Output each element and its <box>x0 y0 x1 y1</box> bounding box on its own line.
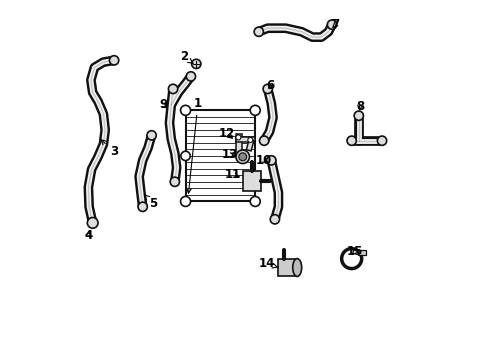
Circle shape <box>263 84 272 94</box>
Circle shape <box>259 136 268 145</box>
Circle shape <box>170 177 179 186</box>
Text: 11: 11 <box>224 168 241 181</box>
Circle shape <box>186 72 195 81</box>
Circle shape <box>250 197 260 206</box>
Circle shape <box>138 202 147 211</box>
Bar <box>242 171 260 191</box>
Circle shape <box>238 153 246 161</box>
Circle shape <box>88 218 97 228</box>
Text: 15: 15 <box>346 245 363 258</box>
Circle shape <box>191 59 201 68</box>
Circle shape <box>109 56 119 65</box>
Circle shape <box>270 215 279 224</box>
Circle shape <box>353 111 363 120</box>
Bar <box>357 250 365 255</box>
Bar <box>235 138 255 142</box>
Text: 12: 12 <box>218 127 234 140</box>
Text: 5: 5 <box>144 195 157 210</box>
Bar <box>278 258 297 276</box>
Circle shape <box>235 150 249 163</box>
Circle shape <box>235 135 241 140</box>
Circle shape <box>180 105 190 115</box>
Circle shape <box>87 217 98 228</box>
Text: 13: 13 <box>221 148 237 162</box>
Text: 14: 14 <box>258 257 278 270</box>
Ellipse shape <box>292 258 301 276</box>
Circle shape <box>254 27 263 36</box>
Circle shape <box>346 136 356 145</box>
Text: 3: 3 <box>101 140 118 158</box>
Circle shape <box>247 138 252 143</box>
Circle shape <box>180 197 190 206</box>
Text: 1: 1 <box>186 97 202 193</box>
Text: 2: 2 <box>180 50 193 63</box>
Circle shape <box>326 20 336 29</box>
Text: 7: 7 <box>331 18 339 31</box>
Circle shape <box>147 131 156 140</box>
Text: 9: 9 <box>159 99 167 112</box>
Circle shape <box>377 136 386 145</box>
Circle shape <box>250 105 260 115</box>
Circle shape <box>181 151 190 161</box>
Text: 10: 10 <box>256 154 272 167</box>
Circle shape <box>168 84 177 94</box>
Text: 8: 8 <box>355 100 363 113</box>
Bar <box>246 139 253 151</box>
Text: 4: 4 <box>84 229 92 242</box>
Bar <box>235 134 241 155</box>
Text: 6: 6 <box>265 79 274 92</box>
Bar <box>185 111 255 202</box>
Circle shape <box>266 156 275 165</box>
